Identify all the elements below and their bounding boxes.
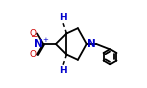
Text: −: −	[30, 31, 37, 40]
Text: H: H	[59, 13, 67, 22]
Text: H: H	[59, 66, 67, 75]
Text: O: O	[30, 29, 37, 37]
Text: +: +	[42, 37, 48, 43]
Text: N: N	[34, 39, 43, 49]
Text: O: O	[30, 50, 37, 59]
Text: N: N	[87, 39, 96, 49]
